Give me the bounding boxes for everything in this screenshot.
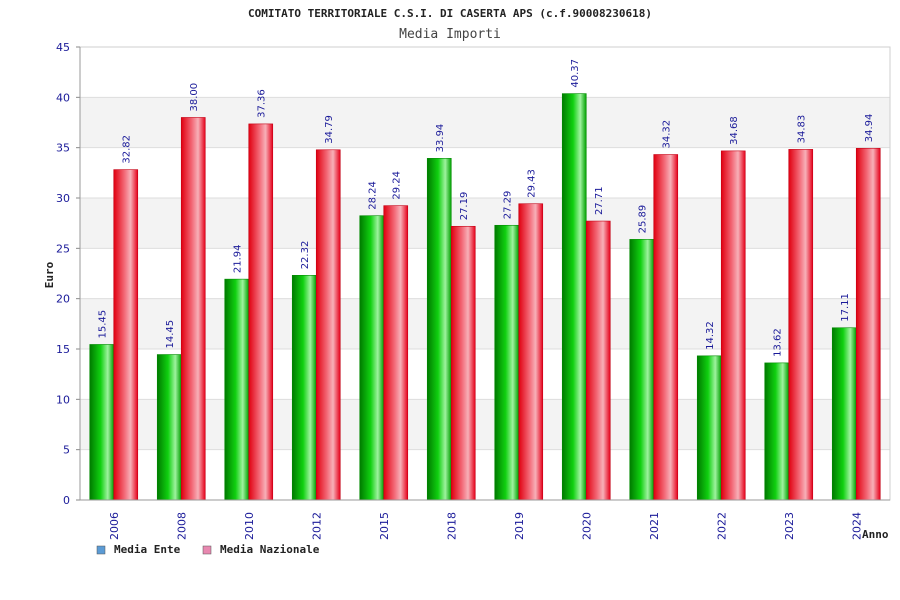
bar-media-nazionale-2012 [315,149,341,501]
legend-swatch-media-ente [96,545,106,555]
bar-media-nazionale-2006 [113,169,139,501]
y-axis: 0 5 10 15 20 25 30 35 40 45 [56,41,81,507]
grid-band [80,298,890,349]
value-label-media-nazionale-2008: 38.00 [189,83,200,112]
value-label-media-ente-2012: 22.32 [300,241,311,270]
bar-media-ente-2010 [224,278,250,501]
bar-media-ente-2006 [89,344,115,501]
value-label-media-ente-2020: 40.37 [570,59,581,88]
x-axis-label: Anno [862,528,889,541]
chart-subtitle: Media Importi [399,27,501,42]
bar-media-ente-2021 [629,239,655,501]
x-tick-label: 2021 [648,512,661,540]
x-tick-label: 2018 [445,512,458,540]
value-labels: 15.45 32.82 14.45 38.00 21.94 37.36 22.32 34.79… [98,59,876,357]
x-tick-label: 2020 [580,512,593,540]
value-label-media-nazionale-2010: 37.36 [257,89,268,118]
bar-media-nazionale-2022 [720,150,746,501]
y-tick-label: 0 [63,494,70,507]
bar-media-ente-2020 [561,93,587,501]
y-tick-label: 10 [56,393,70,406]
bar-media-nazionale-2024 [855,147,881,501]
value-label-media-ente-2015: 28.24 [368,181,379,210]
bar-media-nazionale-2020 [585,220,611,501]
value-label-media-ente-2006: 15.45 [98,310,109,339]
value-label-media-ente-2024: 17.11 [840,293,851,322]
value-label-media-nazionale-2022: 34.68 [729,116,740,145]
value-label-media-ente-2010: 21.94 [233,244,244,273]
value-label-media-ente-2019: 27.29 [503,191,514,220]
x-tick-label: 2022 [715,512,728,540]
legend-label-media-ente: Media Ente [114,543,181,556]
y-tick-label: 15 [56,343,70,356]
x-tick-label: 2019 [513,512,526,540]
chart-title: COMITATO TERRITORIALE C.S.I. DI CASERTA … [248,7,652,20]
value-label-media-ente-2008: 14.45 [165,320,176,349]
value-label-media-nazionale-2012: 34.79 [324,115,335,144]
value-label-media-ente-2022: 14.32 [705,321,716,350]
x-axis: 2006 2008 2010 2012 2015 2018 2019 2020 2021 2022… [80,499,890,540]
plot-background [80,47,890,500]
value-label-media-ente-2021: 25.89 [638,205,649,234]
grid-band [80,97,890,148]
bar-media-nazionale-2021 [653,154,679,501]
legend-swatch-media-nazionale [202,545,212,555]
value-label-media-ente-2018: 33.94 [435,124,446,153]
x-tick-label: 2012 [310,512,323,540]
bar-media-nazionale-2019 [518,203,544,501]
bar-media-ente-2024 [831,327,857,501]
y-tick-label: 35 [56,142,70,155]
bar-media-nazionale-2015 [383,205,409,501]
y-axis-label: Euro [43,261,56,288]
x-tick-label: 2015 [378,512,391,540]
x-tick-label: 2010 [243,512,256,540]
y-tick-label: 20 [56,293,70,306]
value-label-media-nazionale-2006: 32.82 [122,135,133,164]
x-tick-label: 2023 [783,512,796,540]
value-label-media-ente-2023: 13.62 [773,328,784,357]
bar-media-ente-2008 [156,354,182,501]
bar-media-ente-2012 [291,275,317,501]
grid-band [80,198,890,249]
bar-media-nazionale-2023 [788,149,814,501]
x-tick-label: 2006 [108,512,121,540]
y-tick-label: 5 [63,444,70,457]
value-label-media-nazionale-2015: 29.24 [392,171,403,200]
x-tick-label: 2008 [175,512,188,540]
bar-media-nazionale-2008 [180,117,206,501]
legend-label-media-nazionale: Media Nazionale [220,543,320,556]
value-label-media-nazionale-2020: 27.71 [594,186,605,215]
bar-media-nazionale-2018 [450,225,476,501]
value-label-media-nazionale-2023: 34.83 [797,115,808,144]
bar-media-nazionale-2010 [248,123,274,501]
bar-media-ente-2022 [696,355,722,501]
value-label-media-nazionale-2021: 34.32 [662,120,673,149]
legend: Media Ente Media Nazionale [96,543,320,556]
y-tick-label: 45 [56,41,70,54]
bar-media-ente-2023 [764,362,790,501]
bar-media-ente-2019 [494,224,520,501]
y-tick-label: 40 [56,91,70,104]
bar-media-ente-2015 [359,215,385,501]
y-tick-label: 30 [56,192,70,205]
bars [89,93,881,501]
x-tick-label: 2024 [850,512,863,540]
bar-media-ente-2018 [426,158,452,501]
y-tick-label: 25 [56,242,70,255]
value-label-media-nazionale-2018: 27.19 [459,192,470,221]
grid-band [80,399,890,450]
value-label-media-nazionale-2019: 29.43 [527,169,538,198]
value-label-media-nazionale-2024: 34.94 [864,114,875,143]
